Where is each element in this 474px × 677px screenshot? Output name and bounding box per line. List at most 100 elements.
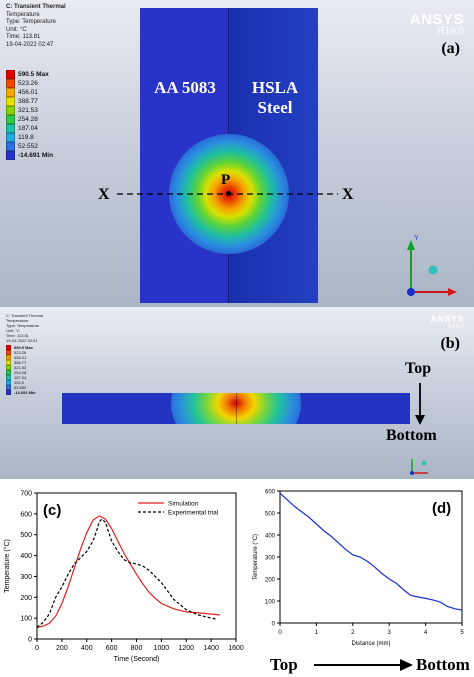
legend-entry: 590.5 Max: [6, 70, 53, 79]
down-arrow-icon: [415, 383, 425, 425]
bottom-label: Bottom: [386, 427, 437, 444]
legend-label: -14.691 Min: [18, 152, 54, 159]
legend-swatch: [6, 151, 15, 160]
legend-swatch: [6, 106, 15, 115]
legend-entry: 456.01: [6, 355, 36, 360]
weld-seam-line-b: [236, 393, 237, 424]
legend-label: 187.04: [18, 125, 38, 132]
legend-entry: 523.26: [6, 79, 53, 88]
y-tick-label: 400: [20, 553, 32, 560]
x-tick-label: 0: [35, 645, 39, 652]
result-info-line: 19-04-2022 02:51: [6, 338, 38, 343]
panel-letter: (d): [432, 500, 451, 517]
legend-label: 254.28: [18, 116, 38, 123]
y-tick-label: 300: [265, 556, 276, 562]
legend-label: 590.5 Max: [14, 345, 33, 350]
legend-entry: 321.53: [6, 106, 53, 115]
y-tick-label: 300: [20, 574, 32, 581]
legend-entry: 52.552: [6, 385, 36, 390]
legend-entry: 119.8: [6, 380, 36, 385]
legend-entry: -14.691 Min: [6, 151, 53, 160]
coordinate-triad-a: Y: [407, 235, 457, 296]
legend-label: 456.01: [18, 89, 38, 96]
x-tick-label: 1200: [178, 645, 194, 652]
panel-letter-b: (b): [440, 335, 460, 352]
x-tick-label: 1: [315, 630, 319, 636]
legend-swatch: [6, 370, 11, 375]
point-p-label: P: [221, 172, 231, 188]
legend-label: 119.8: [18, 134, 34, 141]
result-info-line: Temperature: [6, 318, 29, 323]
legend-label: 52.552: [18, 143, 38, 150]
legend-swatch: [6, 360, 11, 365]
temperature-color-legend-b: 590.5 Max 523.26 456.01 388.77 321.53 254.28 1…: [6, 345, 36, 395]
coordinate-triad-b: [410, 459, 428, 475]
temperature-color-legend: 590.5 Max 523.26 456.01 388.77 321.53 254.28 1…: [6, 70, 53, 160]
y-tick-label: 500: [20, 532, 32, 539]
legend-label: 523.26: [14, 350, 27, 355]
section-x-left-label: X: [98, 186, 110, 203]
legend-swatch: [6, 133, 15, 142]
legend-swatch: [6, 115, 15, 124]
hsla-label-line2: Steel: [257, 97, 293, 117]
aa5083-label: AA 5083: [154, 78, 216, 97]
ansys-logo-name-b: ANSYS: [430, 314, 464, 324]
legend-label: 523.26: [18, 80, 38, 87]
legend-label: 388.77: [14, 360, 27, 365]
right-arrow-icon: [314, 659, 413, 671]
x-tick-label: 400: [81, 645, 93, 652]
legend-entry: 254.28: [6, 115, 53, 124]
legend-label: 590.5 Max: [18, 71, 49, 78]
result-info-block: C: Transient Thermal Temperature Type: T…: [6, 4, 66, 49]
y-tick-label: 100: [265, 600, 276, 606]
legend-label-0: Simulation: [168, 501, 199, 508]
legend-swatch: [6, 142, 15, 151]
result-info-line: Type: Temperature: [6, 19, 56, 25]
legend-label: 388.77: [18, 98, 38, 105]
legend-swatch: [6, 385, 11, 390]
legend-label-1: Experimental trial: [168, 510, 219, 517]
x-tick-label: 800: [131, 645, 143, 652]
y-tick-label: 200: [20, 595, 32, 602]
legend-swatch: [6, 390, 11, 395]
weld-cross-section-model: [62, 393, 410, 424]
y-tick-label: 500: [265, 512, 276, 518]
legend-entry: 119.8: [6, 133, 53, 142]
legend-label: 321.53: [18, 107, 38, 114]
heat-zone-contour-b: [171, 393, 301, 424]
x-axis-label: Time (Second): [114, 656, 160, 663]
y-tick-label: 400: [265, 534, 276, 540]
panel-letter: (c): [43, 502, 61, 519]
chart-background: [0, 479, 248, 677]
legend-swatch: [6, 375, 11, 380]
legend-entry: -14.691 Min: [6, 390, 36, 395]
series-line-0: [279, 492, 463, 611]
ansys-logo: ANSYS R19.0: [410, 12, 464, 37]
x-tick-label: 200: [56, 645, 68, 652]
legend-entry: 52.552: [6, 142, 53, 151]
y-tick-label: 600: [265, 490, 276, 496]
legend-entry: 187.04: [6, 375, 36, 380]
section-line-overlay: [117, 193, 338, 195]
legend-swatch: [6, 124, 15, 133]
chart-background: [248, 479, 474, 655]
chart-c-temperature-vs-time: 0 200 400 600 800 1000 1200 1400 1600 0 100 200 300 4…: [0, 479, 248, 677]
legend-swatch: [6, 355, 11, 360]
legend-label: -14.691 Min: [14, 390, 36, 395]
result-info-line: Unit: °C: [6, 26, 27, 33]
legend-swatch: [6, 365, 11, 370]
y-tick-label: 0: [28, 637, 32, 644]
legend-label: 321.53: [14, 365, 27, 370]
result-info-line: C: Transient Thermal: [6, 313, 44, 318]
ansys-logo-name: ANSYS: [409, 11, 464, 28]
series-line-0: [36, 515, 220, 629]
y-axis-label: Temperature (°C): [253, 534, 259, 580]
result-info-line: Time: 113.81: [6, 34, 41, 40]
y-tick-label: 200: [265, 578, 276, 584]
ansys-version-b: R19.0: [447, 324, 464, 330]
legend-label: 187.04: [14, 375, 27, 380]
legend-label: 119.8: [14, 380, 24, 385]
panel-letter-a: (a): [441, 40, 460, 57]
legend-entry: 523.26: [6, 350, 36, 355]
ansys-panel-top-view: C: Transient Thermal Temperature Type: T…: [0, 0, 474, 307]
